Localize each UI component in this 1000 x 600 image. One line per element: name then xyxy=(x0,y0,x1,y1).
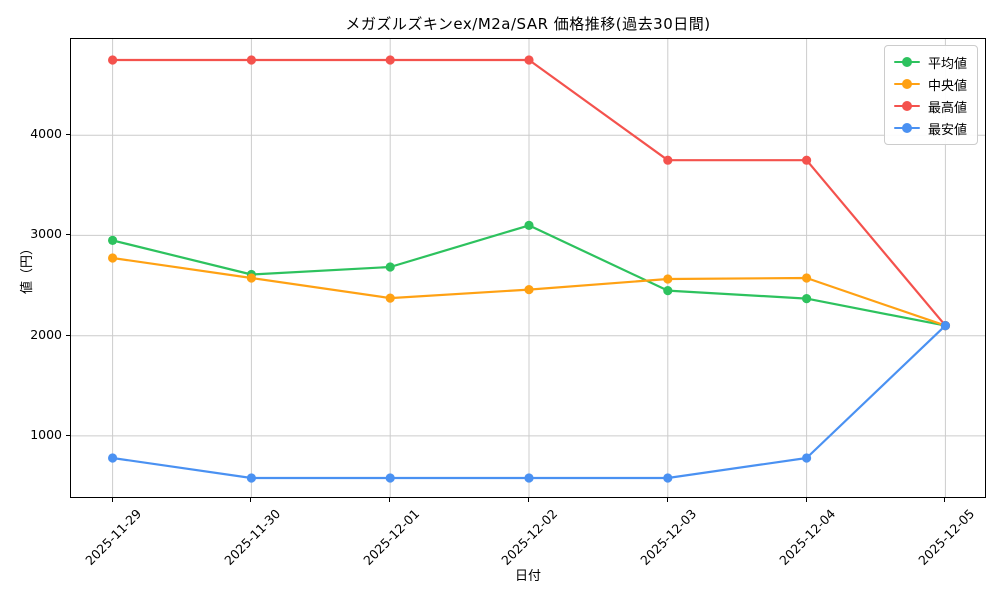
y-tick-mark xyxy=(66,334,70,336)
y-axis-label: 値（円） xyxy=(20,241,35,295)
x-tick-label: 2025-12-03 xyxy=(637,506,700,568)
legend-item-0: 平均値 xyxy=(893,51,967,73)
legend-marker-icon xyxy=(893,79,920,89)
x-tick-mark xyxy=(389,498,391,502)
legend-label: 平均値 xyxy=(927,56,967,72)
x-tick-label: 2025-12-02 xyxy=(498,506,561,568)
legend-item-1: 中央値 xyxy=(893,73,967,95)
x-tick-mark xyxy=(805,498,807,502)
y-tick-label: 3000 xyxy=(30,226,62,242)
x-tick-mark xyxy=(666,498,668,502)
legend-marker-icon xyxy=(893,57,920,67)
x-tick-label: 2025-12-05 xyxy=(914,506,977,568)
x-tick-mark xyxy=(528,498,529,502)
legend-item-2: 最高値 xyxy=(893,95,967,117)
x-axis-label: 日付 xyxy=(514,569,541,584)
plot-area: 平均値中央値最高値最安値 xyxy=(70,38,986,498)
legend-marker-icon xyxy=(893,123,920,133)
x-tick-label: 2025-11-30 xyxy=(221,506,284,568)
y-tick-label: 2000 xyxy=(30,326,62,342)
y-tick-mark xyxy=(66,134,70,136)
legend: 平均値中央値最高値最安値 xyxy=(883,45,978,145)
legend-marker-icon xyxy=(893,101,920,111)
chart-title: メガズルズキンex/M2a/SAR 価格推移(過去30日間) xyxy=(345,15,711,33)
legend-item-3: 最安値 xyxy=(893,117,967,139)
y-tick-label: 1000 xyxy=(30,426,62,442)
x-tick-mark xyxy=(250,498,252,502)
y-tick-label: 4000 xyxy=(30,126,62,142)
legend-label: 中央値 xyxy=(927,78,967,94)
y-tick-mark xyxy=(66,434,70,436)
legend-label: 最高値 xyxy=(927,100,967,116)
x-tick-label: 2025-12-04 xyxy=(776,506,839,568)
x-tick-label: 2025-11-29 xyxy=(82,506,145,568)
x-tick-mark xyxy=(111,498,113,502)
plot-svg xyxy=(71,39,985,497)
x-tick-mark xyxy=(944,498,946,502)
y-tick-mark xyxy=(66,234,70,236)
legend-label: 最安値 xyxy=(927,122,967,138)
x-tick-label: 2025-12-01 xyxy=(359,506,422,568)
